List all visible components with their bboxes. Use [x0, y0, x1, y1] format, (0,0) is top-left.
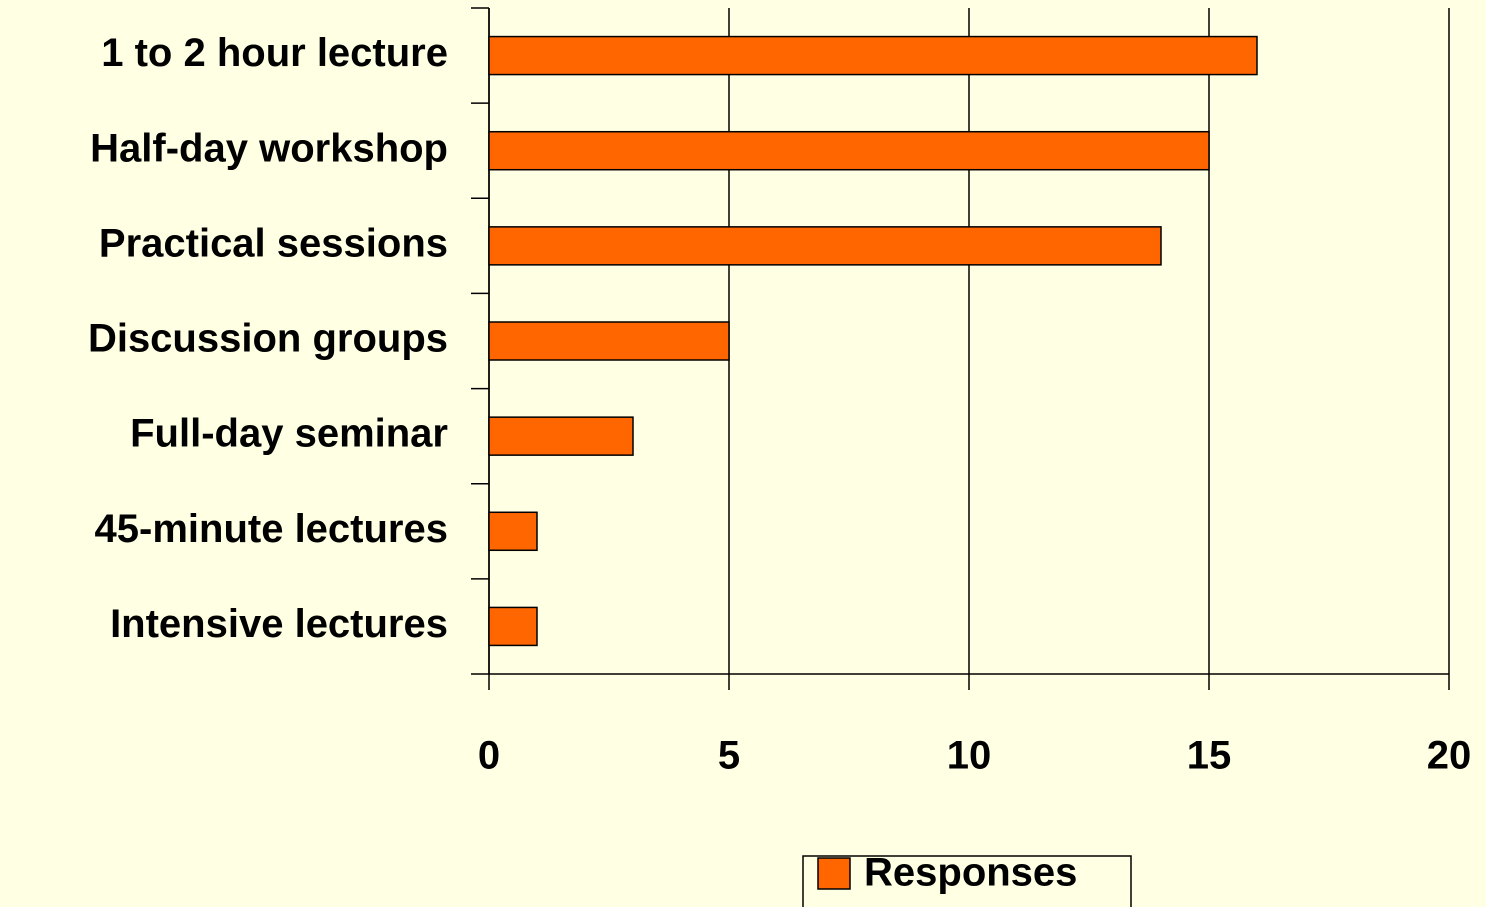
- x-tick-label: 15: [1187, 734, 1232, 778]
- y-tick-label: Intensive lectures: [110, 602, 448, 646]
- x-tick-label: 10: [947, 734, 992, 778]
- x-tick-label: 20: [1427, 734, 1472, 778]
- legend-box: [802, 855, 1132, 907]
- y-tick-label: Practical sessions: [99, 221, 448, 265]
- bar: [488, 511, 538, 552]
- x-tick-label: 5: [718, 734, 740, 778]
- y-tick-label: 45-minute lectures: [95, 507, 448, 551]
- bar: [488, 606, 538, 647]
- x-tick-label: 0: [478, 734, 500, 778]
- legend-swatch: [817, 857, 851, 890]
- bar: [488, 416, 634, 456]
- y-tick-label: 1 to 2 hour lecture: [101, 31, 448, 75]
- bar: [488, 35, 1258, 76]
- y-tick-label: Full-day seminar: [130, 412, 448, 456]
- y-tick-label: Half-day workshop: [90, 126, 448, 170]
- bar: [488, 130, 1210, 171]
- legend-label: Responses: [864, 851, 1077, 895]
- bar: [488, 321, 730, 361]
- bar: [488, 226, 1162, 266]
- y-tick-label: Discussion groups: [88, 317, 448, 361]
